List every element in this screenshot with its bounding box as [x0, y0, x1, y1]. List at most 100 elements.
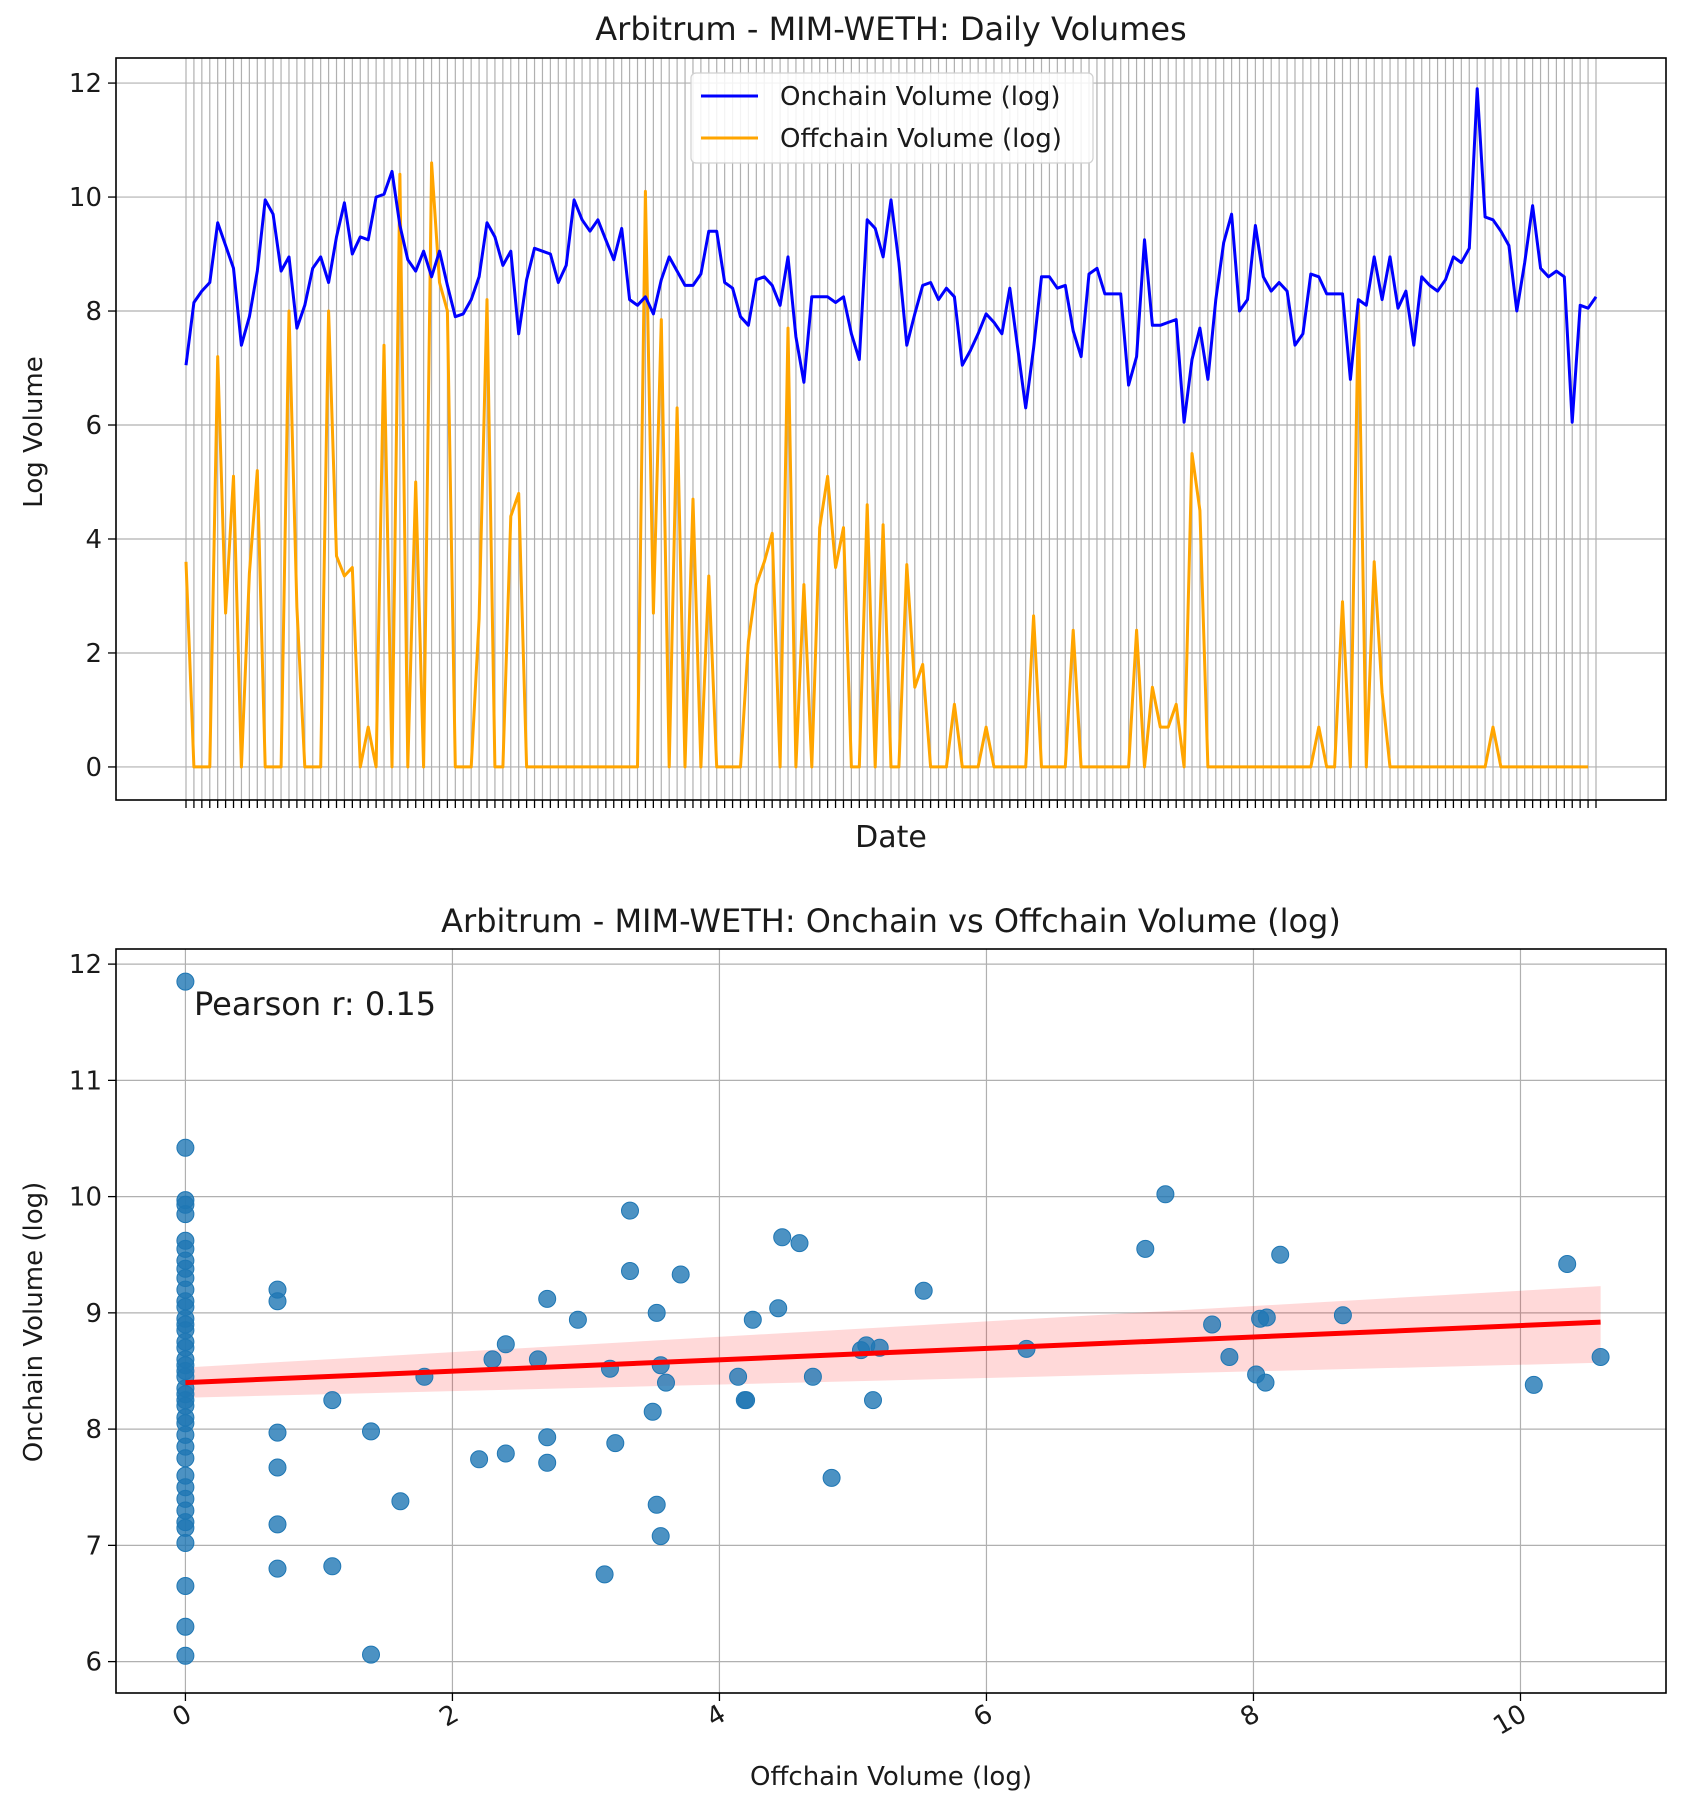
scatter-point [1271, 1245, 1290, 1264]
scatter-point [176, 1449, 195, 1468]
scatter-point [657, 1373, 675, 1392]
top-y-tick-label: 0 [85, 753, 102, 783]
scatter-point [176, 1577, 195, 1595]
scatter-point [1524, 1375, 1543, 1394]
scatter-point [864, 1391, 882, 1410]
scatter-point [268, 1292, 287, 1311]
scatter-point [595, 1565, 614, 1584]
top-y-tick-label: 12 [69, 69, 102, 99]
scatter-point [803, 1367, 822, 1386]
scatter-chart: 6 7 8 9 10 11 12 0 2 4 6 8 10 Arbitrum - MIM-WETH: … [19, 902, 1667, 1792]
bottom-plot-frame [115, 948, 1667, 1694]
scatter-point [790, 1234, 809, 1253]
scatter-points [176, 972, 1610, 1665]
scatter-point [538, 1289, 557, 1308]
scatter-point [323, 1391, 342, 1410]
scatter-point [651, 1527, 670, 1546]
bottom-y-tick-label: 11 [69, 1066, 102, 1096]
bottom-y-tick-label: 7 [85, 1531, 102, 1561]
top-x-ticks [185, 800, 1597, 808]
bottom-chart-title: Arbitrum - MIM-WETH: Onchain vs Offchain… [441, 902, 1341, 940]
scatter-point [769, 1299, 788, 1318]
scatter-point [773, 1228, 792, 1247]
scatter-point [1558, 1255, 1577, 1273]
top-y-tick-label: 4 [85, 525, 102, 555]
scatter-point [1220, 1348, 1239, 1366]
top-chart-title: Arbitrum - MIM-WETH: Daily Volumes [595, 10, 1186, 48]
top-grid [116, 58, 1666, 800]
bottom-x-tick-label: 2 [435, 1699, 464, 1733]
scatter-point [176, 1534, 195, 1552]
onchain-volume-line [184, 87, 1598, 424]
scatter-point [651, 1356, 670, 1375]
legend-label-offchain: Offchain Volume (log) [780, 124, 1062, 154]
scatter-point [391, 1492, 410, 1511]
bottom-x-tick-label: 4 [702, 1699, 731, 1733]
scatter-point [1136, 1239, 1155, 1258]
bottom-x-tick-label: 10 [1488, 1699, 1532, 1742]
scatter-point [268, 1423, 287, 1442]
top-y-tick-label: 6 [85, 411, 102, 441]
scatter-point [176, 1205, 195, 1224]
bottom-x-axis-label: Offchain Volume (log) [750, 1762, 1032, 1792]
pearson-annotation: Pearson r: 0.15 [194, 985, 436, 1023]
daily-volumes-chart: 0 2 4 6 8 10 12 Arbitrum - MIM-WETH: Daily Vol… [19, 10, 1667, 855]
bottom-x-tick-label: 8 [1236, 1699, 1265, 1733]
scatter-point [176, 1518, 195, 1537]
scatter-point [729, 1367, 748, 1386]
scatter-point [647, 1303, 666, 1322]
top-y-tick-label: 10 [69, 183, 102, 213]
top-y-tick-label: 8 [85, 297, 102, 327]
legend-label-onchain: Onchain Volume (log) [780, 82, 1061, 112]
top-y-ticks: 0 2 4 6 8 10 12 [69, 69, 116, 783]
scatter-point [914, 1281, 933, 1300]
scatter-point [176, 1646, 195, 1665]
scatter-point [323, 1557, 342, 1576]
scatter-point [1591, 1348, 1610, 1366]
scatter-point [1203, 1315, 1222, 1334]
legend: Onchain Volume (log) Offchain Volume (lo… [690, 72, 1094, 164]
scatter-point [496, 1444, 515, 1463]
bottom-y-tick-label: 9 [85, 1299, 102, 1329]
offchain-volume-line [184, 161, 1589, 769]
scatter-point [737, 1391, 756, 1410]
regression-line-group [185, 1319, 1601, 1386]
scatter-point [643, 1402, 662, 1421]
scatter-point [268, 1458, 287, 1477]
scatter-point [621, 1201, 639, 1220]
scatter-point [176, 972, 195, 991]
scatter-point [483, 1350, 502, 1369]
bottom-grid [116, 949, 1666, 1693]
scatter-point [268, 1515, 287, 1534]
scatter-point [176, 1617, 195, 1636]
scatter-point [1333, 1306, 1352, 1325]
scatter-point [647, 1495, 666, 1514]
bottom-y-tick-label: 8 [85, 1415, 102, 1445]
top-x-axis-label: Date [855, 820, 927, 855]
bottom-y-tick-label: 10 [69, 1183, 102, 1213]
bottom-y-axis-label: Onchain Volume (log) [19, 1182, 49, 1463]
scatter-point [1256, 1373, 1275, 1392]
bottom-x-tick-label: 6 [969, 1699, 998, 1733]
top-series [184, 87, 1598, 769]
confidence-band [185, 1286, 1601, 1398]
scatter-point [176, 1138, 195, 1157]
scatter-point [538, 1428, 557, 1447]
legend-box [690, 72, 1094, 164]
scatter-point [470, 1450, 489, 1469]
scatter-point [1257, 1308, 1276, 1327]
bottom-y-ticks: 6 7 8 9 10 11 12 [69, 950, 116, 1678]
bottom-y-tick-label: 6 [85, 1648, 102, 1678]
scatter-point [1156, 1185, 1175, 1204]
top-y-axis-label: Log Volume [19, 356, 49, 507]
scatter-point [268, 1559, 287, 1578]
scatter-point [671, 1265, 690, 1284]
scatter-point [496, 1335, 515, 1354]
regression-confidence-band [185, 1286, 1601, 1398]
bottom-y-tick-label: 12 [69, 950, 102, 980]
scatter-point [621, 1262, 639, 1280]
scatter-point [362, 1645, 380, 1664]
scatter-point [743, 1310, 762, 1329]
scatter-point [362, 1422, 380, 1441]
